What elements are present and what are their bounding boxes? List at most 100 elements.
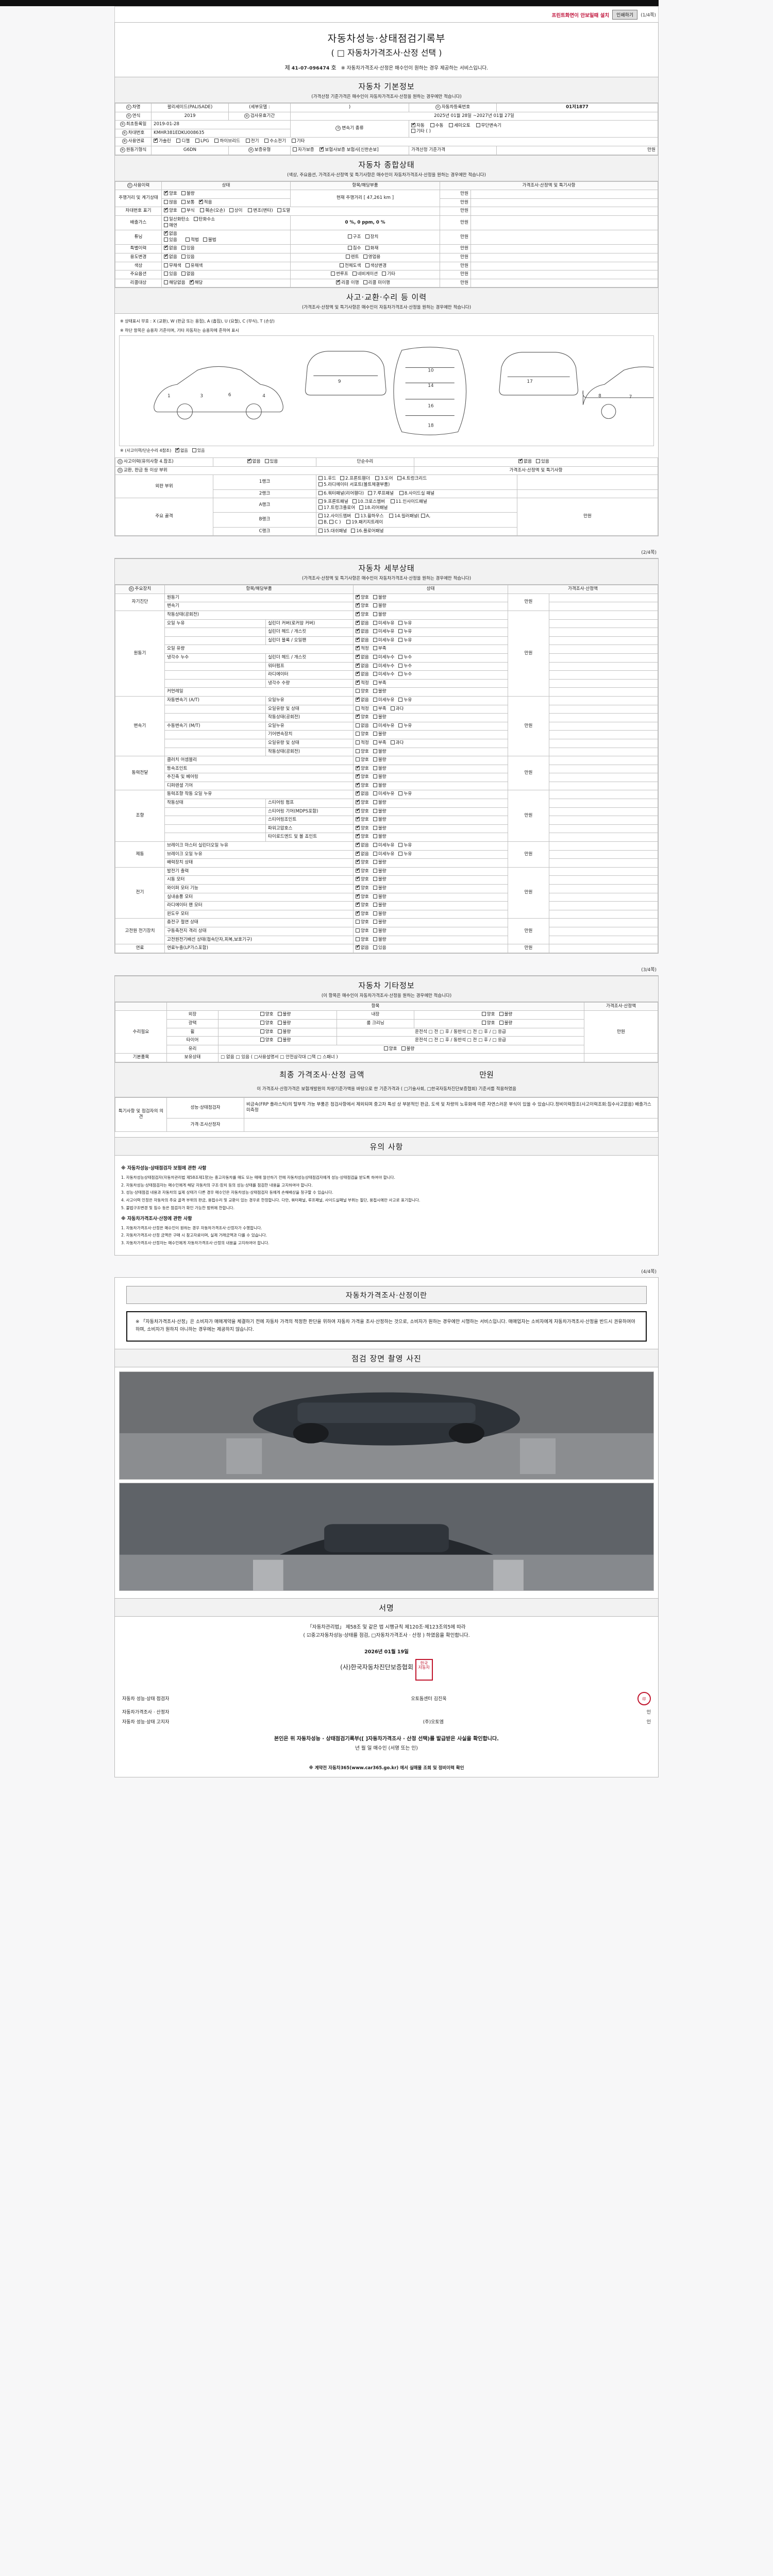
option-불량[interactable]: 불량 bbox=[373, 757, 386, 764]
option-미세누유[interactable]: 미세누유 bbox=[373, 620, 394, 627]
option-미세누유[interactable]: 미세누유 bbox=[373, 697, 394, 704]
option-불량[interactable]: 불량 bbox=[373, 903, 386, 909]
option-미세누유[interactable]: 미세누유 bbox=[373, 637, 394, 644]
option-미세누유[interactable]: 미세누유 bbox=[373, 791, 394, 798]
option-불량[interactable]: 불량 bbox=[373, 877, 386, 883]
option-없음[interactable]: 없음 bbox=[356, 653, 369, 661]
option-미세누유[interactable]: 미세누유 bbox=[373, 629, 394, 635]
option-불량[interactable]: 불량 bbox=[373, 911, 386, 918]
option-불량[interactable]: 불량 bbox=[373, 732, 386, 738]
option-양호[interactable]: 양호 bbox=[356, 884, 369, 892]
option-양호[interactable]: 양호 bbox=[356, 807, 369, 815]
option-누유[interactable]: 누유 bbox=[398, 629, 412, 635]
option-없음[interactable]: 없음 bbox=[356, 670, 369, 678]
option-불량[interactable]: 불량 bbox=[373, 920, 386, 926]
option-양호[interactable]: 양호 bbox=[356, 893, 369, 901]
option-양호[interactable]: 양호 bbox=[356, 611, 369, 618]
option-양호[interactable]: 양호 bbox=[356, 901, 369, 909]
option-적정[interactable]: 적정 bbox=[356, 645, 369, 652]
option-불량[interactable]: 불량 bbox=[373, 937, 386, 943]
option-불량[interactable]: 불량 bbox=[373, 595, 386, 601]
option-누수[interactable]: 누수 bbox=[398, 663, 412, 670]
option-부족[interactable]: 부족 bbox=[373, 646, 386, 652]
option-불량[interactable]: 불량 bbox=[373, 749, 386, 755]
option-불량[interactable]: 불량 bbox=[373, 886, 386, 892]
option-불량[interactable]: 불량 bbox=[373, 817, 386, 823]
option-양호[interactable]: 양호 bbox=[356, 765, 369, 772]
option-양호[interactable]: 양호 bbox=[356, 689, 369, 695]
option-불량[interactable]: 불량 bbox=[373, 612, 386, 618]
option-누유[interactable]: 누유 bbox=[398, 791, 412, 798]
opt-manual[interactable]: 수동 bbox=[430, 123, 443, 129]
option-적정[interactable]: 적정 bbox=[356, 706, 369, 713]
option-과다[interactable]: 과다 bbox=[390, 740, 404, 747]
option-누유[interactable]: 누유 bbox=[398, 843, 412, 849]
option-있음[interactable]: 있음 bbox=[373, 945, 386, 952]
opt-self-warranty[interactable]: 자가보증 bbox=[293, 147, 314, 154]
option-양호[interactable]: 양호 bbox=[356, 749, 369, 755]
option-적정[interactable]: 적정 bbox=[356, 740, 369, 747]
option-불량[interactable]: 불량 bbox=[373, 800, 386, 806]
option-없음[interactable]: 없음 bbox=[356, 628, 369, 635]
option-미세누유[interactable]: 미세누유 bbox=[373, 723, 394, 730]
option-양호[interactable]: 양호 bbox=[356, 782, 369, 789]
option-없음[interactable]: 없음 bbox=[356, 636, 369, 644]
opt-hydrogen[interactable]: 수소전기 bbox=[264, 139, 286, 145]
opt-insurer-warranty[interactable]: 보험사보증 보험사[신한손보] bbox=[320, 146, 379, 154]
option-양호[interactable]: 양호 bbox=[356, 858, 369, 866]
option-불량[interactable]: 불량 bbox=[373, 715, 386, 721]
option-불량[interactable]: 불량 bbox=[373, 860, 386, 866]
print-button[interactable]: 인쇄하기 bbox=[612, 10, 638, 20]
opt-electric[interactable]: 전기 bbox=[245, 139, 259, 145]
option-양호[interactable]: 양호 bbox=[356, 920, 369, 926]
option-불량[interactable]: 불량 bbox=[373, 928, 386, 935]
option-미세누유[interactable]: 미세누유 bbox=[373, 851, 394, 858]
option-누수[interactable]: 누수 bbox=[398, 672, 412, 678]
option-양호[interactable]: 양호 bbox=[356, 602, 369, 609]
option-미세누유[interactable]: 미세누유 bbox=[373, 843, 394, 849]
option-불량[interactable]: 불량 bbox=[373, 894, 386, 901]
option-미세누수[interactable]: 미세누수 bbox=[373, 663, 394, 670]
option-적정[interactable]: 적정 bbox=[356, 679, 369, 687]
opt-semiauto[interactable]: 세미오토 bbox=[449, 123, 470, 129]
option-없음[interactable]: 없음 bbox=[356, 841, 369, 849]
opt-auto[interactable]: 자동 bbox=[411, 122, 425, 129]
option-불량[interactable]: 불량 bbox=[373, 783, 386, 789]
option-없음[interactable]: 없음 bbox=[356, 850, 369, 858]
option-과다[interactable]: 과다 bbox=[390, 706, 404, 713]
option-누수[interactable]: 누수 bbox=[398, 654, 412, 661]
option-양호[interactable]: 양호 bbox=[356, 799, 369, 806]
option-양호[interactable]: 양호 bbox=[356, 732, 369, 738]
option-양호[interactable]: 양호 bbox=[356, 875, 369, 883]
option-누유[interactable]: 누유 bbox=[398, 620, 412, 627]
option-부족[interactable]: 부족 bbox=[373, 706, 386, 713]
option-양호[interactable]: 양호 bbox=[356, 824, 369, 832]
option-없음[interactable]: 없음 bbox=[356, 696, 369, 704]
option-불량[interactable]: 불량 bbox=[373, 868, 386, 875]
option-누유[interactable]: 누유 bbox=[398, 637, 412, 644]
option-양호[interactable]: 양호 bbox=[356, 928, 369, 935]
option-양호[interactable]: 양호 bbox=[356, 757, 369, 764]
option-양호[interactable]: 양호 bbox=[356, 867, 369, 875]
option-누유[interactable]: 누유 bbox=[398, 851, 412, 858]
option-양호[interactable]: 양호 bbox=[356, 713, 369, 721]
option-없음[interactable]: 없음 bbox=[356, 723, 369, 730]
option-불량[interactable]: 불량 bbox=[373, 774, 386, 781]
option-양호[interactable]: 양호 bbox=[356, 816, 369, 823]
option-누유[interactable]: 누유 bbox=[398, 697, 412, 704]
opt-gasoline[interactable]: 가솔린 bbox=[154, 137, 171, 145]
option-양호[interactable]: 양호 bbox=[356, 773, 369, 781]
option-양호[interactable]: 양호 bbox=[356, 937, 369, 943]
opt-diesel[interactable]: 디젤 bbox=[176, 139, 190, 145]
option-부족[interactable]: 부족 bbox=[373, 680, 386, 687]
option-없음[interactable]: 없음 bbox=[356, 619, 369, 627]
option-양호[interactable]: 양호 bbox=[356, 910, 369, 918]
option-미세누수[interactable]: 미세누수 bbox=[373, 672, 394, 678]
opt-fuel-other[interactable]: 기타 bbox=[291, 139, 305, 145]
option-불량[interactable]: 불량 bbox=[373, 834, 386, 840]
opt-trans-other[interactable]: 기타 ( ) bbox=[411, 129, 431, 135]
opt-lpg[interactable]: LPG bbox=[195, 139, 209, 145]
option-불량[interactable]: 불량 bbox=[373, 825, 386, 832]
option-불량[interactable]: 불량 bbox=[373, 808, 386, 815]
opt-cvt[interactable]: 무단변속기 bbox=[476, 123, 501, 129]
